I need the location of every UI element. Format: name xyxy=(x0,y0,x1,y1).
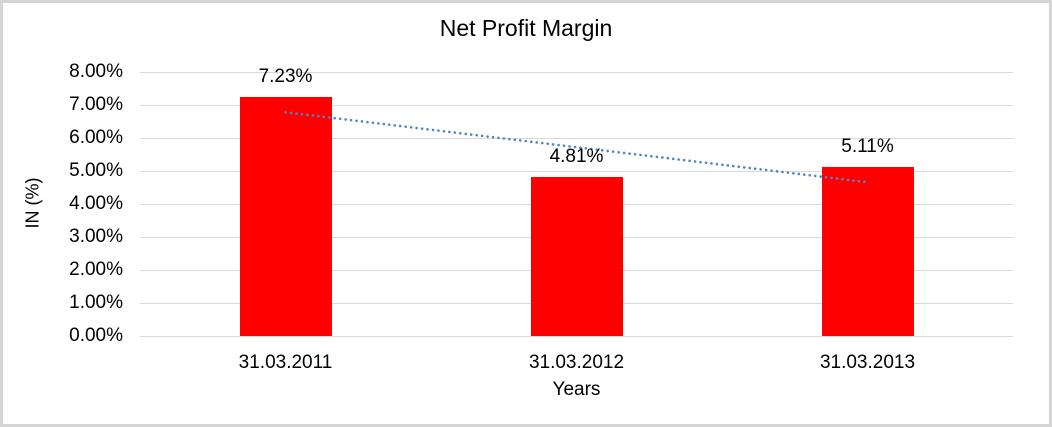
bar xyxy=(821,167,914,336)
bar-data-label: 5.11% xyxy=(841,136,894,158)
y-axis-tick-label: 6.00% xyxy=(69,127,123,148)
category-label: 31.03.2013 xyxy=(819,352,916,373)
category-label: 31.03.2012 xyxy=(528,352,625,373)
gridline xyxy=(140,137,1013,139)
y-axis-tick-label: 4.00% xyxy=(69,193,123,214)
y-axis-tick-label: 8.00% xyxy=(69,61,123,82)
gridline xyxy=(140,71,1013,73)
category-label: 31.03.2011 xyxy=(238,352,333,373)
bar xyxy=(239,97,332,336)
bar-data-label: 7.23% xyxy=(258,66,313,88)
bar xyxy=(530,177,623,336)
gridline xyxy=(140,104,1013,106)
gridline xyxy=(140,335,1013,337)
chart-title: Net Profit Margin xyxy=(439,15,613,41)
trendline xyxy=(284,110,869,184)
y-axis-tick-label: 5.00% xyxy=(69,160,123,181)
y-axis-tick-label: 7.00% xyxy=(69,94,123,115)
y-axis-tick-label: 0.00% xyxy=(69,325,123,346)
net-profit-margin-chart: Net Profit Margin IN (%) 0.00% 1.00% 2.00%… xyxy=(3,3,1049,424)
y-axis-tick-label: 3.00% xyxy=(69,226,123,247)
y-axis-tick-label: 2.00% xyxy=(69,259,123,280)
x-axis-title: Years xyxy=(552,379,601,400)
gridline xyxy=(140,170,1013,172)
bar-data-label: 4.81% xyxy=(549,146,604,168)
y-axis-tick-label: 1.00% xyxy=(69,292,123,313)
